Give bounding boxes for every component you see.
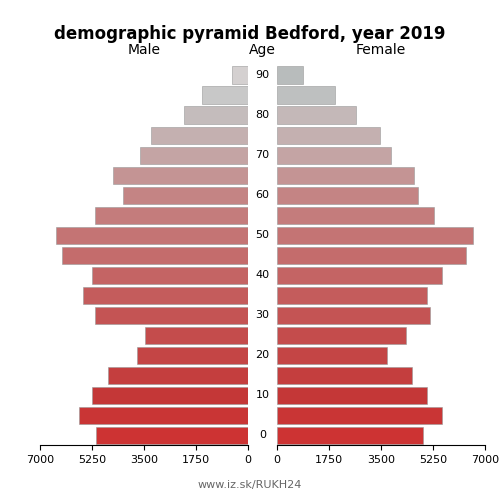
- Bar: [136, 346, 248, 364]
- Bar: [146, 326, 248, 344]
- Text: 10: 10: [256, 390, 270, 400]
- Text: 30: 30: [256, 310, 270, 320]
- Bar: [232, 66, 248, 84]
- Bar: [277, 366, 412, 384]
- Bar: [277, 126, 380, 144]
- Bar: [92, 266, 248, 283]
- Bar: [152, 126, 248, 144]
- Text: 80: 80: [256, 110, 270, 120]
- Bar: [277, 166, 413, 184]
- Bar: [277, 226, 473, 244]
- Bar: [202, 86, 248, 104]
- Text: www.iz.sk/RUKH24: www.iz.sk/RUKH24: [198, 480, 302, 490]
- Text: 40: 40: [256, 270, 270, 280]
- Bar: [277, 426, 422, 444]
- Bar: [140, 146, 248, 164]
- Text: 50: 50: [256, 230, 270, 240]
- Text: Female: Female: [356, 44, 406, 58]
- Bar: [277, 66, 303, 84]
- Text: Male: Male: [128, 44, 160, 58]
- Bar: [78, 406, 248, 424]
- Bar: [277, 286, 427, 304]
- Text: Age: Age: [249, 44, 276, 58]
- Bar: [277, 146, 392, 164]
- Bar: [83, 286, 248, 304]
- Bar: [96, 426, 248, 444]
- Bar: [123, 186, 248, 204]
- Text: 20: 20: [256, 350, 270, 360]
- Text: 0: 0: [259, 430, 266, 440]
- Bar: [62, 246, 248, 264]
- Bar: [56, 226, 248, 244]
- Bar: [277, 86, 335, 104]
- Bar: [277, 406, 442, 424]
- Bar: [277, 306, 430, 324]
- Bar: [277, 206, 434, 224]
- Bar: [277, 346, 387, 364]
- Bar: [108, 366, 248, 384]
- Bar: [184, 106, 248, 124]
- Bar: [277, 246, 466, 264]
- Text: 70: 70: [256, 150, 270, 160]
- Bar: [95, 306, 248, 324]
- Text: 60: 60: [256, 190, 270, 200]
- Text: 90: 90: [256, 70, 270, 80]
- Bar: [277, 266, 442, 283]
- Bar: [277, 186, 418, 204]
- Bar: [277, 386, 427, 404]
- Text: demographic pyramid Bedford, year 2019: demographic pyramid Bedford, year 2019: [54, 25, 446, 43]
- Bar: [113, 166, 248, 184]
- Bar: [277, 326, 406, 344]
- Bar: [277, 106, 356, 124]
- Bar: [92, 386, 248, 404]
- Bar: [95, 206, 248, 224]
